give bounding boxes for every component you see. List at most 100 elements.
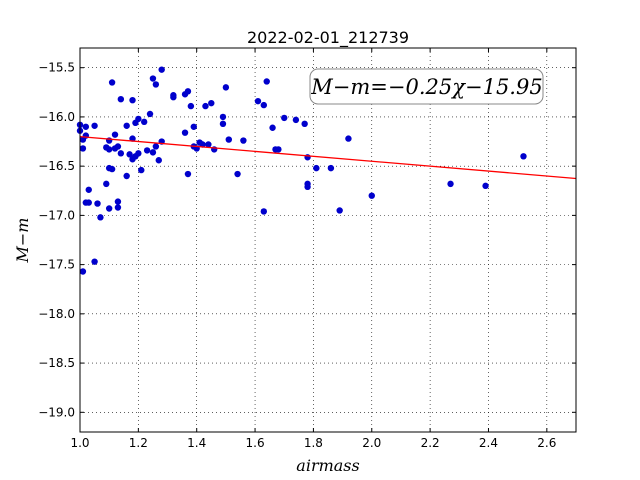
data-point [184,88,192,95]
data-point [304,183,311,191]
equation-annotation: M−m=−0.25χ−15.95 [310,75,542,99]
data-point [482,182,489,190]
axis-ticks [79,48,576,432]
data-point [111,131,119,138]
y-tick-label: −17.0 [38,208,75,222]
data-point [219,113,227,121]
data-point [105,146,113,153]
data-point [260,101,268,109]
data-point [146,110,154,118]
data-point [117,96,125,103]
data-point [281,114,288,122]
data-point [143,147,151,154]
data-point [254,97,262,105]
data-point [292,116,300,124]
data-point [155,157,162,164]
data-point [138,166,145,174]
y-tick-label: −18.0 [38,307,75,321]
data-point [181,129,189,136]
y-tick-label: −16.0 [38,110,75,124]
data-point [114,143,122,150]
data-point [447,180,454,188]
data-point [123,172,130,180]
data-point [126,151,133,158]
data-point [313,164,320,172]
data-point [123,122,130,129]
data-point [202,102,209,110]
x-tick-label: 2.0 [362,436,381,450]
y-tick-label: −19.0 [38,405,75,419]
x-tick-label: 2.4 [479,436,498,450]
data-point [222,84,230,91]
data-point [135,150,142,157]
x-axis-label: airmass [296,456,359,475]
data-point [97,214,104,221]
x-tick-label: 1.6 [246,436,265,450]
data-point [184,170,192,178]
data-point [91,258,98,265]
data-point [82,123,90,130]
data-point [114,204,122,211]
chart-title: 2022-02-01_212739 [247,28,409,48]
data-point [149,149,157,156]
data-point [108,79,116,86]
data-point [152,81,160,88]
data-point [219,120,227,128]
data-point [82,199,90,206]
data-point [368,192,375,199]
data-point [520,153,527,160]
data-point [129,96,136,104]
data-point [135,115,142,123]
data-point [208,99,215,107]
data-point [190,123,197,130]
data-point [345,135,352,142]
data-point [140,118,148,126]
data-point [170,94,177,101]
fit-line-group [79,135,577,180]
y-axis-label: M−m [13,218,32,264]
fit-line [79,135,577,180]
data-point [85,186,92,193]
grid-lines [79,48,576,432]
plot-frame [79,47,577,433]
x-tick-label: 1.8 [304,436,323,450]
data-point [117,150,125,157]
data-point [234,170,241,178]
data-point [336,207,343,214]
x-tick-label: 1.0 [70,436,89,450]
x-tick-label: 1.4 [187,436,206,450]
y-tick-label: −16.5 [38,159,75,173]
data-point [152,143,160,150]
data-point [79,145,87,152]
data-point [91,122,98,129]
data-point [205,141,212,148]
y-tick-label: −18.5 [38,356,75,370]
data-point [301,120,308,128]
data-point [149,75,157,82]
equation-box [309,68,544,105]
data-point [103,180,110,188]
data-point [240,137,247,144]
plot-background [80,48,576,432]
data-point [129,135,136,142]
y-tick-label: −17.5 [38,258,75,272]
data-point [199,141,206,148]
data-point [94,200,101,207]
data-point [275,146,282,153]
data-point [114,198,122,205]
y-tick-label: −15.5 [38,61,75,75]
data-points [76,66,527,275]
x-tick-label: 2.6 [537,436,556,450]
data-point [158,66,165,73]
data-point [263,78,270,85]
data-point [225,136,232,143]
x-tick-label: 1.2 [129,436,148,450]
data-point [187,102,195,110]
data-point [105,205,113,212]
tick-labels: 1.0 1.2 1.4 1.6 1.8 2.0 2.2 2.4 2.6 −15.5 −16.0 −16… [38,61,556,450]
data-point [260,208,268,215]
x-tick-label: 2.2 [421,436,440,450]
data-point [79,268,87,275]
data-point [108,165,116,173]
